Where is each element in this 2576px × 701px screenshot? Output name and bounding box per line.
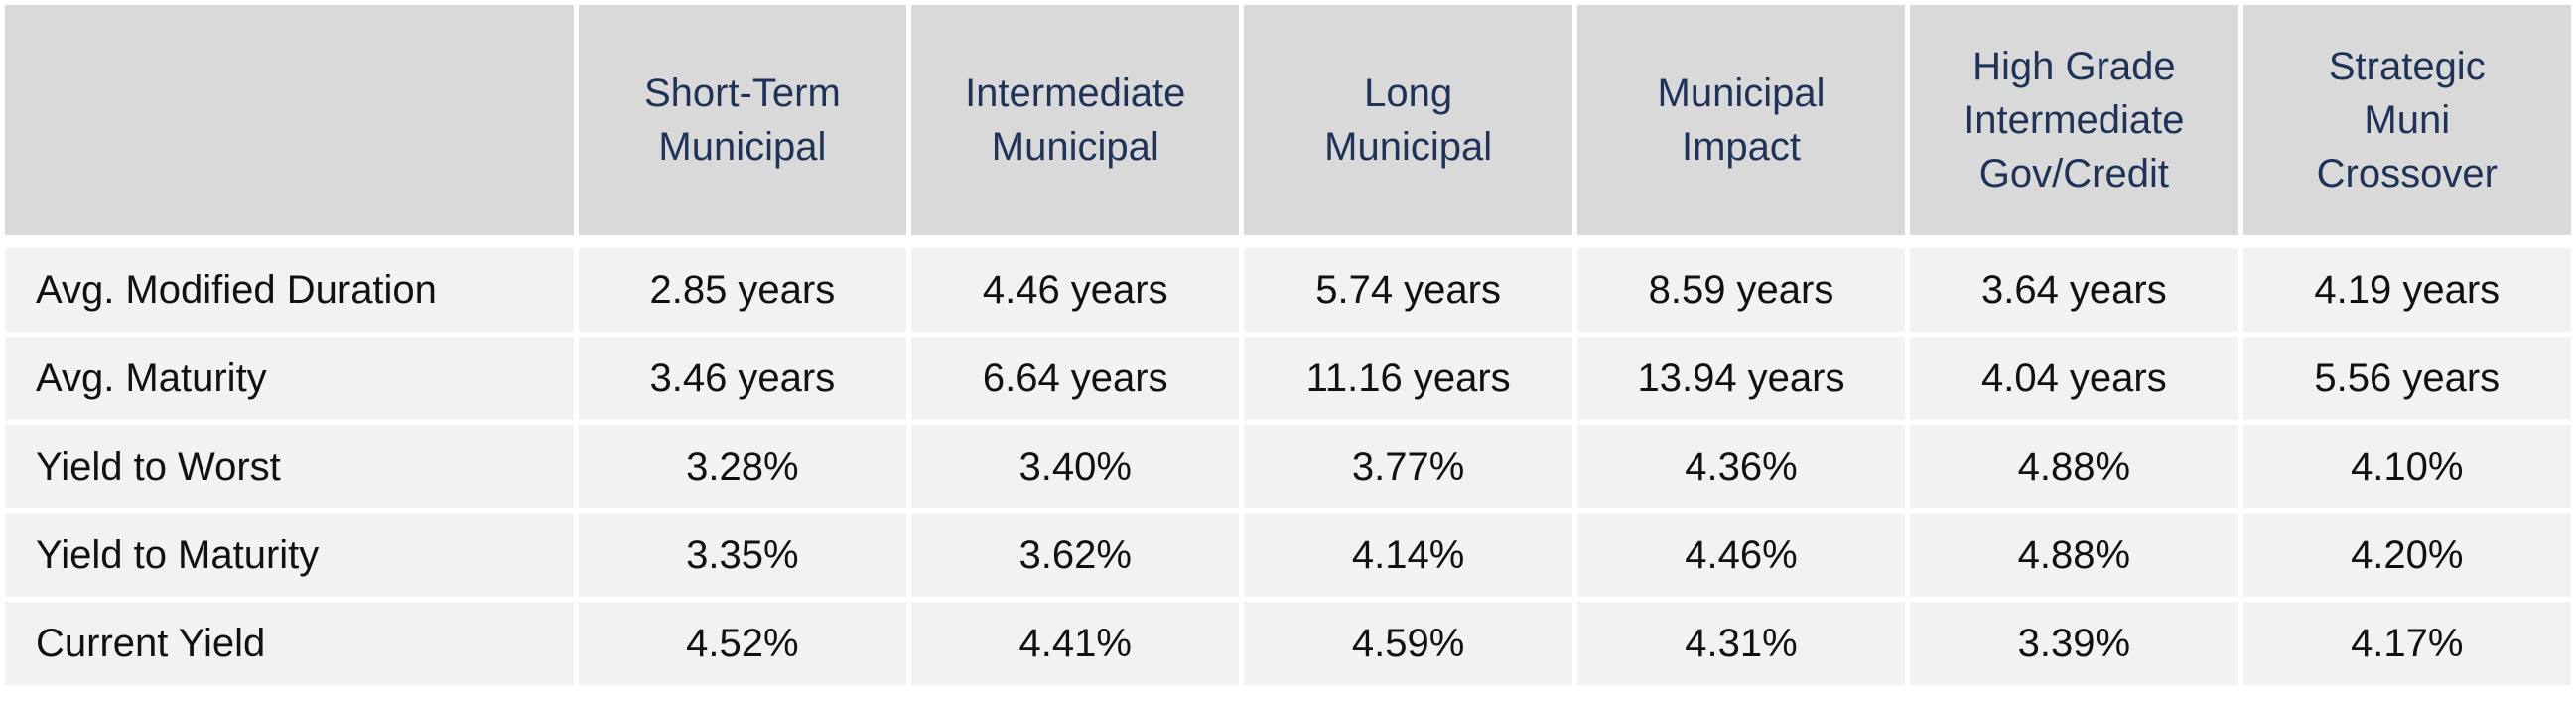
column-header-line: Municipal	[658, 125, 827, 169]
column-header-line: Intermediate	[965, 71, 1186, 115]
column-header-municipal-impact: Municipal Impact	[1576, 5, 1906, 235]
column-header-line: Municipal	[1324, 125, 1493, 169]
column-header-high-grade-intermediate-gov-credit: High Grade Intermediate Gov/Credit	[1910, 5, 2238, 235]
table-cell: 3.77%	[1244, 425, 1572, 508]
table-row-avg-maturity: Avg. Maturity 3.46 years 6.64 years 11.1…	[5, 337, 2571, 420]
column-header-line: Municipal	[991, 125, 1159, 169]
table-row-current-yield: Current Yield 4.52% 4.41% 4.59% 4.31% 3.…	[5, 602, 2571, 685]
header-row: Short-Term Municipal Intermediate Munici…	[5, 5, 2571, 235]
column-header-line: Strategic	[2328, 45, 2486, 88]
table-cell: 4.14%	[1244, 513, 1572, 597]
table-cell: 3.35%	[578, 513, 907, 597]
table-cell: 13.94 years	[1576, 337, 1906, 420]
table-cell: 3.28%	[578, 425, 907, 508]
column-header-line: Gov/Credit	[1978, 152, 2169, 196]
table-cell: 5.74 years	[1244, 240, 1572, 332]
table-cell: 4.46 years	[911, 240, 1240, 332]
column-header-line: Long	[1364, 71, 1453, 115]
row-label: Current Yield	[5, 602, 574, 685]
table-cell: 2.85 years	[578, 240, 907, 332]
table-cell: 4.36%	[1576, 425, 1906, 508]
row-label: Avg. Maturity	[5, 337, 574, 420]
table-cell: 3.40%	[911, 425, 1240, 508]
table-cell: 4.41%	[911, 602, 1240, 685]
table-cell: 4.20%	[2242, 513, 2571, 597]
table-row-yield-to-maturity: Yield to Maturity 3.35% 3.62% 4.14% 4.46…	[5, 513, 2571, 597]
column-header-long-municipal: Long Municipal	[1244, 5, 1572, 235]
table-cell: 8.59 years	[1576, 240, 1906, 332]
row-label: Yield to Worst	[5, 425, 574, 508]
column-header-line: Impact	[1681, 125, 1801, 169]
table-row-avg-modified-duration: Avg. Modified Duration 2.85 years 4.46 y…	[5, 240, 2571, 332]
table-cell: 4.59%	[1244, 602, 1572, 685]
header-corner-cell	[5, 5, 574, 235]
column-header-strategic-muni-crossover: Strategic Muni Crossover	[2242, 5, 2571, 235]
table-cell: 4.31%	[1576, 602, 1906, 685]
column-header-line: High Grade	[1972, 45, 2176, 88]
table-cell: 5.56 years	[2242, 337, 2571, 420]
table-cell: 3.64 years	[1910, 240, 2238, 332]
column-header-intermediate-municipal: Intermediate Municipal	[911, 5, 1240, 235]
table-cell: 4.19 years	[2242, 240, 2571, 332]
column-header-line: Short-Term	[643, 71, 841, 115]
column-header-line: Municipal	[1657, 71, 1826, 115]
row-label: Avg. Modified Duration	[5, 240, 574, 332]
table-cell: 4.04 years	[1910, 337, 2238, 420]
column-header-line: Muni	[2364, 98, 2451, 142]
table-cell: 3.46 years	[578, 337, 907, 420]
table-header: Short-Term Municipal Intermediate Munici…	[5, 5, 2571, 235]
row-label: Yield to Maturity	[5, 513, 574, 597]
table-cell: 4.88%	[1910, 425, 2238, 508]
column-header-line: Crossover	[2316, 152, 2498, 196]
table-row-yield-to-worst: Yield to Worst 3.28% 3.40% 3.77% 4.36% 4…	[5, 425, 2571, 508]
table-cell: 4.17%	[2242, 602, 2571, 685]
column-header-short-term-municipal: Short-Term Municipal	[578, 5, 907, 235]
column-header-line: Intermediate	[1964, 98, 2185, 142]
table-cell: 6.64 years	[911, 337, 1240, 420]
table-cell: 4.88%	[1910, 513, 2238, 597]
table-cell: 3.39%	[1910, 602, 2238, 685]
table-cell: 4.52%	[578, 602, 907, 685]
table-cell: 4.46%	[1576, 513, 1906, 597]
table-cell: 3.62%	[911, 513, 1240, 597]
table-cell: 11.16 years	[1244, 337, 1572, 420]
table-body: Avg. Modified Duration 2.85 years 4.46 y…	[5, 240, 2571, 685]
table-cell: 4.10%	[2242, 425, 2571, 508]
